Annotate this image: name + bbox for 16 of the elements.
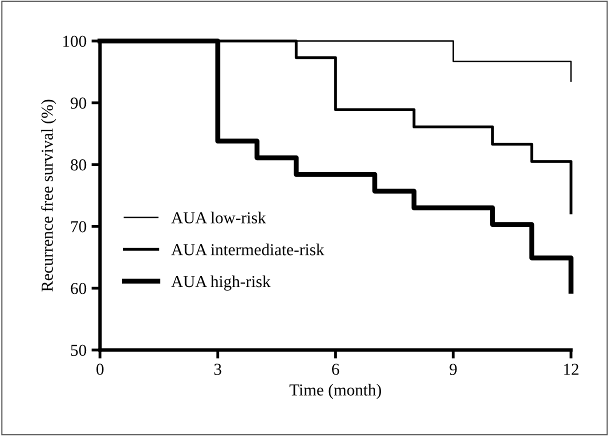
- y-tick-label: 70: [71, 221, 86, 232]
- y-axis-title: Recurrence free survival (%): [40, 100, 56, 292]
- y-tick-label: 80: [70, 159, 86, 171]
- x-tick-label: 6: [332, 364, 340, 375]
- x-axis-title: Time (month): [290, 384, 381, 399]
- y-tick-label: 100: [63, 36, 86, 47]
- y-tick-label: 50: [71, 344, 86, 356]
- y-tick-label: 90: [70, 98, 86, 109]
- x-tick-label: 3: [214, 364, 222, 375]
- legend-label: AUA high-risk: [171, 275, 271, 291]
- x-tick-label: 12: [564, 364, 578, 375]
- legend-label: AUA intermediate-risk: [171, 244, 324, 256]
- y-tick-label: 60: [70, 282, 86, 294]
- x-tick-label: 0: [96, 364, 104, 375]
- x-tick-label: 9: [450, 364, 457, 375]
- legend-label: AUA low-risk: [171, 212, 266, 224]
